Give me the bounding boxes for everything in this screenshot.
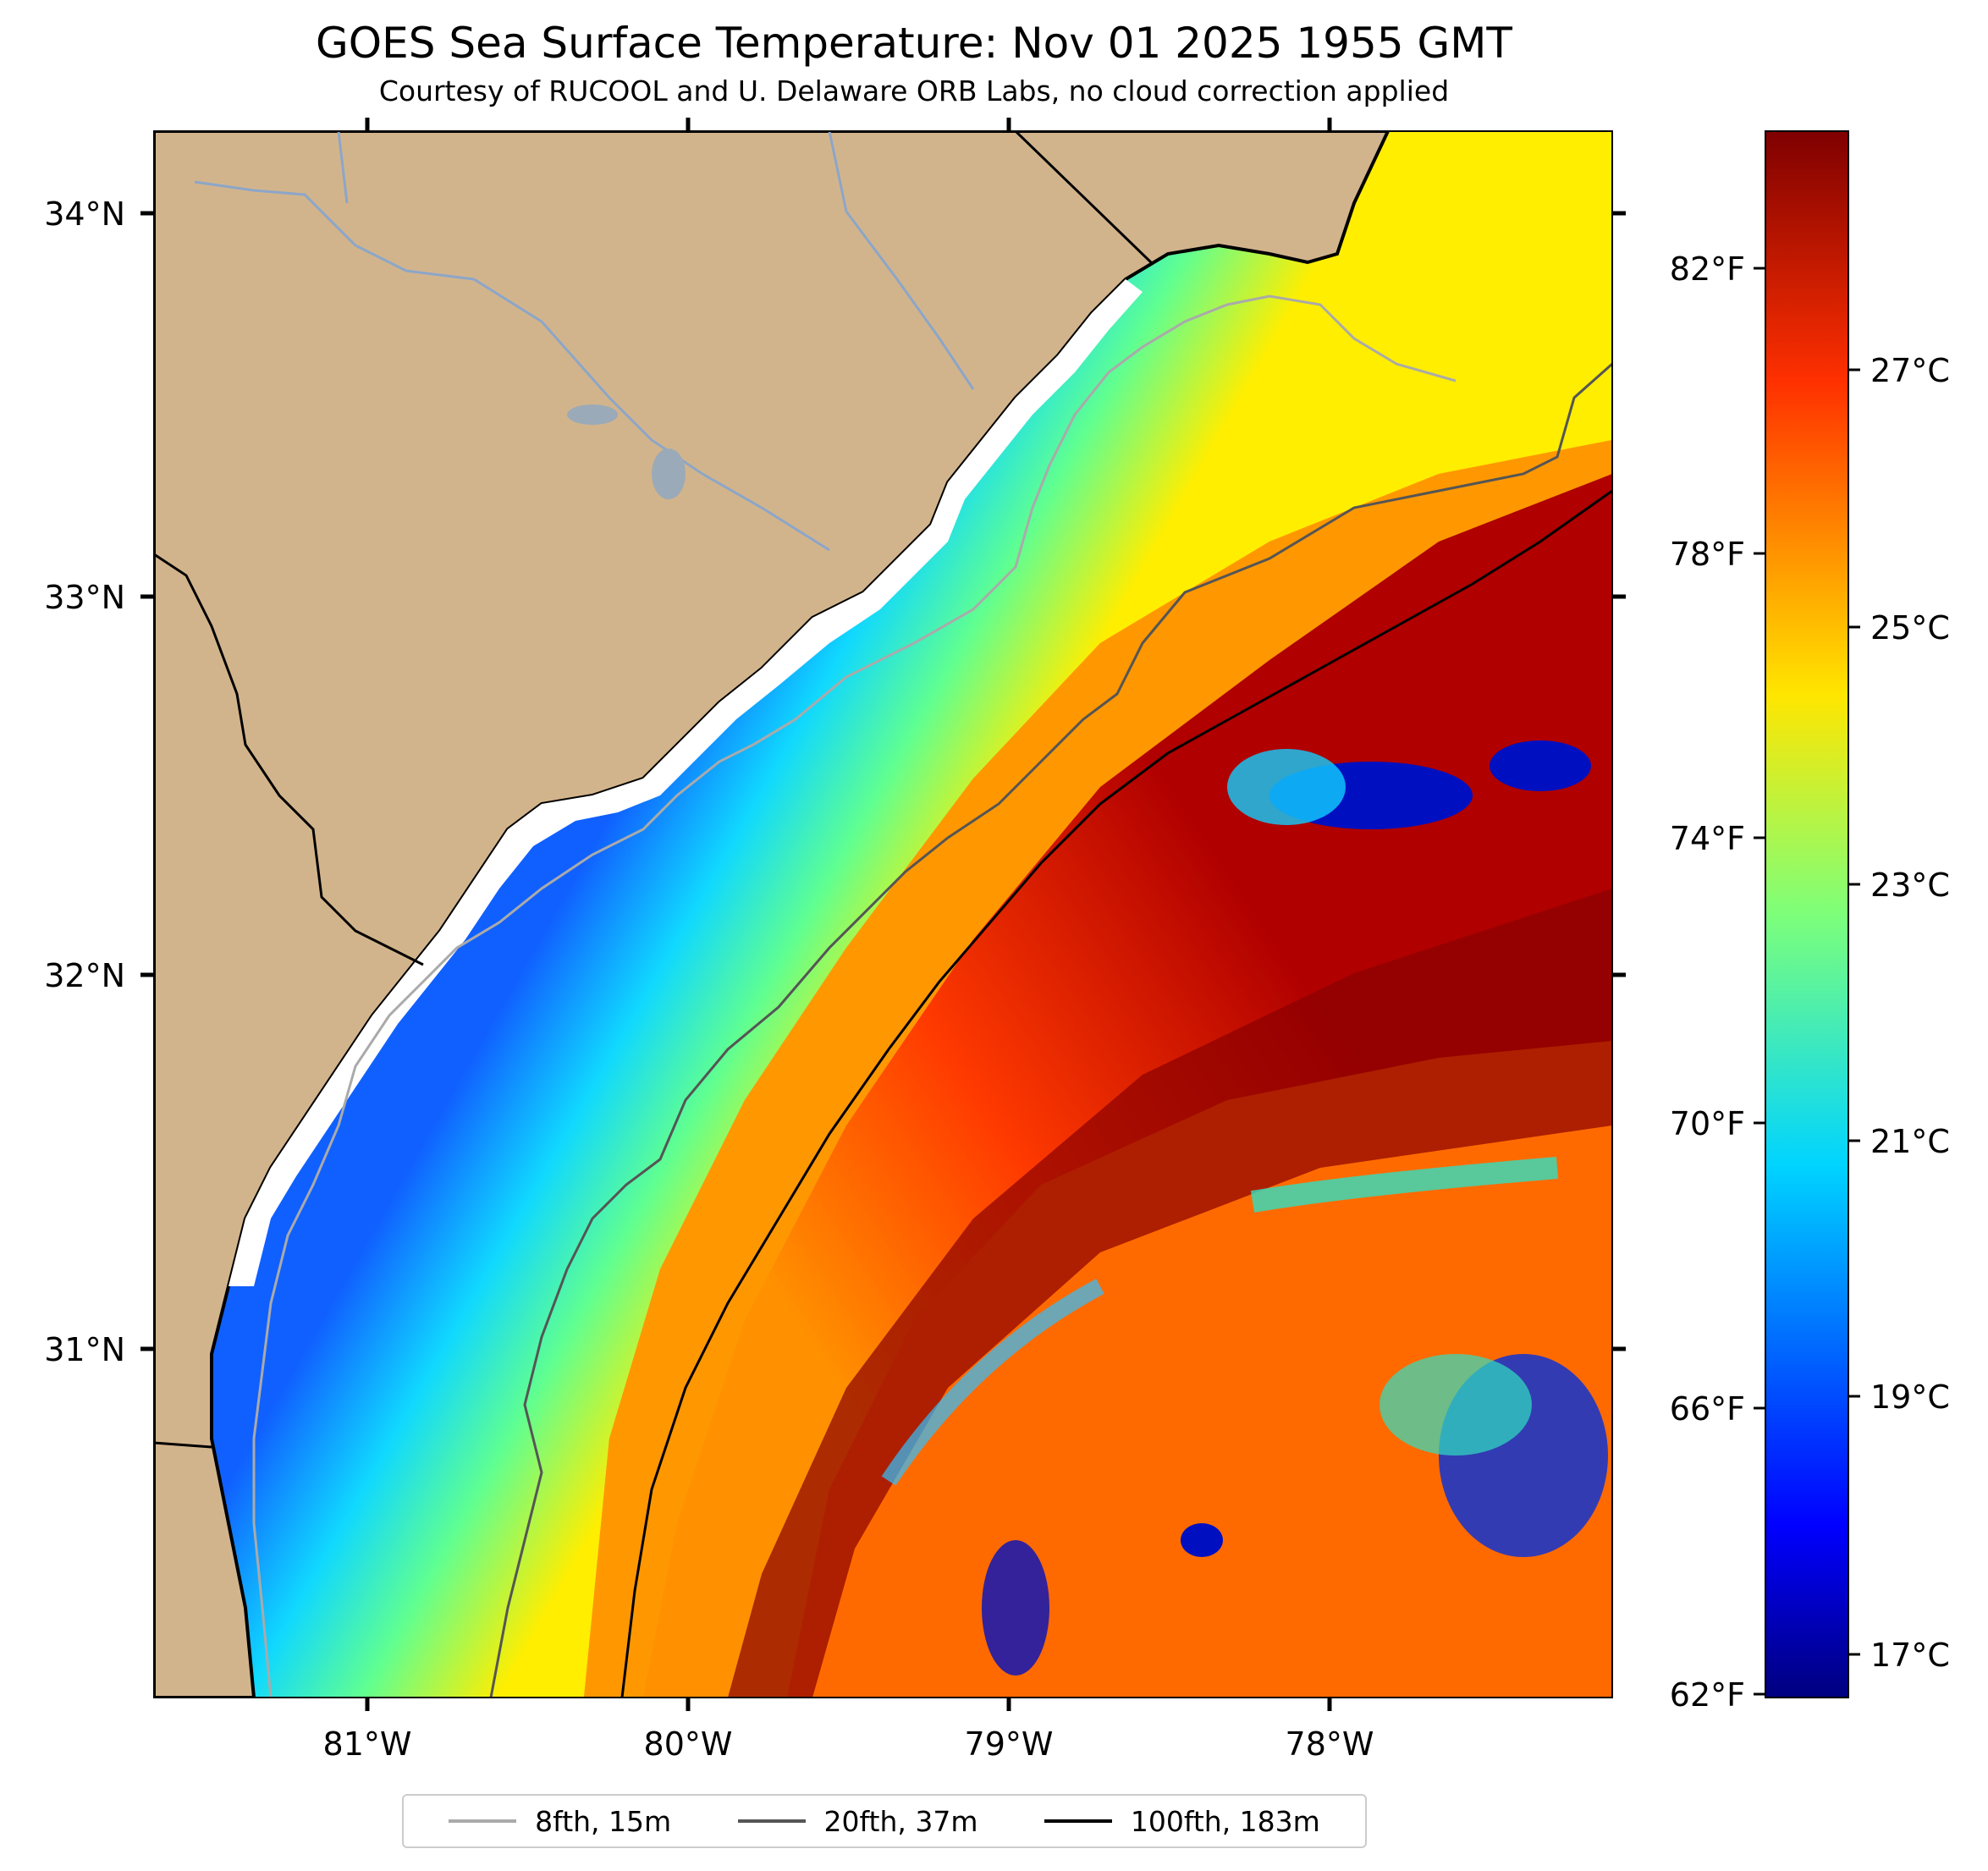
fahrenheit-label: 70°F xyxy=(1670,1105,1745,1142)
legend-entry-20fth: 20fth, 37m xyxy=(737,1804,978,1838)
fahrenheit-label: 78°F xyxy=(1670,536,1745,573)
cold-eddy xyxy=(1181,1523,1223,1557)
lon-ticks xyxy=(365,118,1332,1711)
state-border xyxy=(154,131,1153,1449)
isobath-legend: 8fth, 15m 20fth, 37m 100fth, 183m xyxy=(402,1794,1367,1848)
map-title: GOES Sea Surface Temperature: Nov 01 202… xyxy=(316,19,1512,68)
legend-entry-100fth: 100fth, 183m xyxy=(1044,1805,1320,1838)
celsius-label: 19°C xyxy=(1870,1378,1950,1416)
map-frame xyxy=(153,130,1613,1698)
isobath-8fth xyxy=(252,294,1457,1698)
celsius-ticks xyxy=(1848,368,1860,1656)
lon-label: 78°W xyxy=(1286,1725,1374,1763)
lat-label: 34°N xyxy=(44,195,125,233)
lon-label: 81°W xyxy=(323,1725,412,1763)
fahrenheit-ticks xyxy=(1754,267,1765,1696)
lat-label: 31°N xyxy=(44,1331,125,1368)
cold-eddy xyxy=(982,1540,1049,1676)
fahrenheit-label: 62°F xyxy=(1670,1676,1745,1714)
lat-label: 33°N xyxy=(44,579,125,616)
colorbar xyxy=(1765,130,1849,1698)
cool-filament xyxy=(881,1279,1104,1486)
fahrenheit-label: 66°F xyxy=(1670,1390,1745,1428)
lon-label: 80°W xyxy=(644,1725,733,1763)
legend-swatch xyxy=(449,1819,517,1823)
fahrenheit-label: 82°F xyxy=(1670,250,1745,288)
legend-swatch xyxy=(737,1819,806,1823)
legend-label: 8fth, 15m xyxy=(535,1804,672,1838)
lat-label: 32°N xyxy=(44,957,125,994)
lake xyxy=(567,404,618,425)
gulf-stream-core xyxy=(728,889,1612,1698)
legend-entry-8fth: 8fth, 15m xyxy=(449,1805,671,1838)
celsius-label: 27°C xyxy=(1870,352,1950,389)
legend-label: 20fth, 37m xyxy=(823,1804,978,1838)
legend-swatch xyxy=(1044,1819,1112,1823)
no-data-strip xyxy=(229,279,1143,1286)
isobath-20fth xyxy=(489,362,1612,1698)
fahrenheit-label: 74°F xyxy=(1670,820,1745,857)
cool-filament xyxy=(1250,1157,1559,1213)
cold-eddy xyxy=(1490,740,1591,791)
cool-patch xyxy=(1227,749,1346,825)
map-subtitle: Courtesy of RUCOOL and U. Delaware ORB L… xyxy=(378,74,1450,107)
map-area xyxy=(154,131,1612,1698)
celsius-label: 25°C xyxy=(1870,609,1950,647)
lon-label: 79°W xyxy=(965,1725,1054,1763)
celsius-label: 23°C xyxy=(1870,867,1950,904)
lake xyxy=(652,448,686,499)
cool-patch xyxy=(1379,1354,1532,1456)
lat-ticks xyxy=(140,211,1626,1351)
river xyxy=(194,131,975,552)
legend-label: 100fth, 183m xyxy=(1130,1804,1320,1838)
isobath-100fth xyxy=(620,489,1612,1698)
celsius-label: 21°C xyxy=(1870,1123,1950,1160)
celsius-label: 17°C xyxy=(1870,1637,1950,1674)
